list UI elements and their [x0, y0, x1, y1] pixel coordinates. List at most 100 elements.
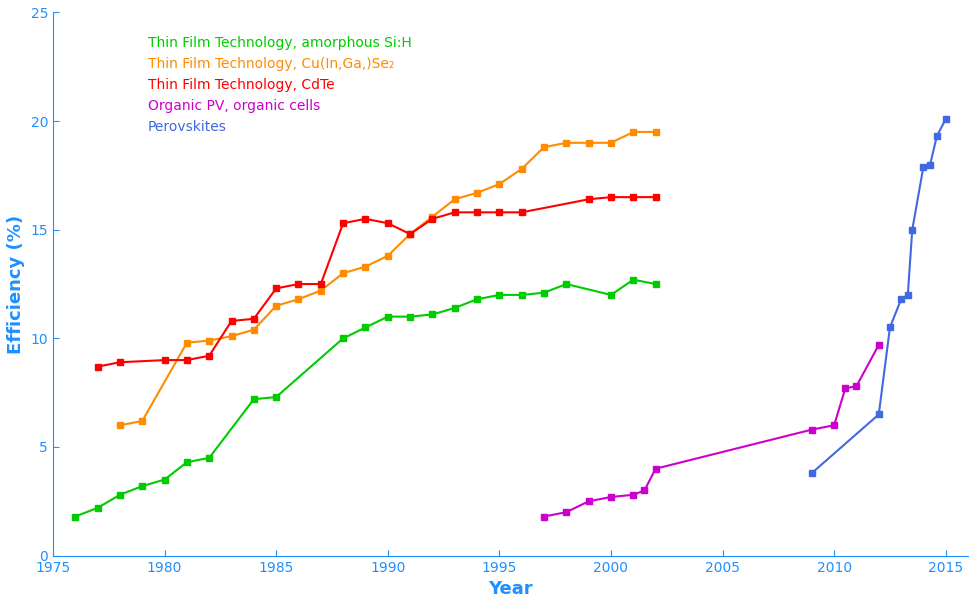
Thin Film Technology, Cu(In,Ga,)Se₂ — [628, 128, 640, 136]
Thin Film Technology, CdTe — [315, 280, 327, 287]
Organic PV, organic cells — [839, 385, 851, 392]
Thin Film Technology, amorphous Si:H — [360, 324, 371, 331]
Thin Film Technology, amorphous Si:H — [114, 491, 126, 499]
Thin Film Technology, Cu(In,Ga,)Se₂ — [426, 213, 438, 220]
Thin Film Technology, CdTe — [159, 356, 171, 364]
Thin Film Technology, Cu(In,Ga,)Se₂ — [204, 337, 215, 344]
Thin Film Technology, amorphous Si:H — [516, 291, 527, 298]
Thin Film Technology, Cu(In,Ga,)Se₂ — [136, 417, 148, 425]
Thin Film Technology, amorphous Si:H — [493, 291, 505, 298]
Thin Film Technology, Cu(In,Ga,)Se₂ — [114, 422, 126, 429]
Perovskites — [924, 161, 936, 168]
Perovskites — [806, 469, 818, 477]
Organic PV, organic cells — [850, 382, 862, 390]
Organic PV, organic cells — [561, 509, 572, 516]
Thin Film Technology, CdTe — [181, 356, 193, 364]
Thin Film Technology, Cu(In,Ga,)Se₂ — [181, 339, 193, 346]
Thin Film Technology, CdTe — [337, 220, 349, 227]
Thin Film Technology, amorphous Si:H — [204, 454, 215, 462]
Thin Film Technology, Cu(In,Ga,)Se₂ — [493, 180, 505, 188]
Thin Film Technology, amorphous Si:H — [337, 335, 349, 342]
Thin Film Technology, CdTe — [225, 318, 237, 325]
Organic PV, organic cells — [538, 513, 550, 520]
Thin Film Technology, CdTe — [360, 215, 371, 223]
Thin Film Technology, Cu(In,Ga,)Se₂ — [225, 333, 237, 340]
Organic PV, organic cells — [649, 465, 661, 473]
Thin Film Technology, CdTe — [292, 280, 304, 287]
Thin Film Technology, amorphous Si:H — [426, 311, 438, 318]
Perovskites — [902, 291, 914, 298]
Thin Film Technology, Cu(In,Ga,)Se₂ — [516, 165, 527, 172]
Thin Film Technology, Cu(In,Ga,)Se₂ — [561, 139, 572, 146]
Thin Film Technology, amorphous Si:H — [471, 296, 483, 303]
Thin Film Technology, Cu(In,Ga,)Se₂ — [583, 139, 595, 146]
Line: Thin Film Technology, amorphous Si:H: Thin Film Technology, amorphous Si:H — [72, 276, 659, 520]
Perovskites — [884, 324, 896, 331]
Thin Film Technology, CdTe — [649, 194, 661, 201]
Organic PV, organic cells — [829, 422, 840, 429]
Thin Film Technology, CdTe — [270, 285, 282, 292]
Thin Film Technology, CdTe — [516, 209, 527, 216]
Thin Film Technology, Cu(In,Ga,)Se₂ — [405, 231, 416, 238]
Thin Film Technology, Cu(In,Ga,)Se₂ — [471, 189, 483, 197]
Thin Film Technology, CdTe — [92, 363, 103, 370]
Line: Thin Film Technology, Cu(In,Ga,)Se₂: Thin Film Technology, Cu(In,Ga,)Se₂ — [116, 128, 659, 429]
Thin Film Technology, amorphous Si:H — [382, 313, 394, 320]
Perovskites — [940, 116, 952, 123]
Thin Film Technology, Cu(In,Ga,)Se₂ — [605, 139, 617, 146]
Thin Film Technology, amorphous Si:H — [181, 459, 193, 466]
Perovskites — [895, 296, 907, 303]
Thin Film Technology, CdTe — [382, 220, 394, 227]
Thin Film Technology, amorphous Si:H — [628, 276, 640, 283]
Thin Film Technology, Cu(In,Ga,)Se₂ — [649, 128, 661, 136]
Thin Film Technology, Cu(In,Ga,)Se₂ — [270, 302, 282, 309]
Legend: Thin Film Technology, amorphous Si:H, Thin Film Technology, Cu(In,Ga,)Se₂, Thin : Thin Film Technology, amorphous Si:H, Th… — [142, 30, 417, 139]
Organic PV, organic cells — [628, 491, 640, 499]
Thin Film Technology, amorphous Si:H — [270, 393, 282, 401]
Y-axis label: Efficiency (%): Efficiency (%) — [7, 215, 25, 353]
Organic PV, organic cells — [583, 498, 595, 505]
Thin Film Technology, amorphous Si:H — [649, 280, 661, 287]
X-axis label: Year: Year — [488, 580, 532, 598]
Perovskites — [873, 411, 884, 418]
Organic PV, organic cells — [639, 487, 650, 494]
Thin Film Technology, Cu(In,Ga,)Se₂ — [360, 263, 371, 270]
Thin Film Technology, Cu(In,Ga,)Se₂ — [382, 252, 394, 260]
Organic PV, organic cells — [873, 341, 884, 348]
Organic PV, organic cells — [605, 493, 617, 500]
Thin Film Technology, Cu(In,Ga,)Se₂ — [448, 195, 460, 203]
Thin Film Technology, Cu(In,Ga,)Se₂ — [248, 326, 259, 333]
Line: Perovskites: Perovskites — [808, 116, 950, 477]
Thin Film Technology, CdTe — [493, 209, 505, 216]
Thin Film Technology, CdTe — [628, 194, 640, 201]
Thin Film Technology, CdTe — [426, 215, 438, 223]
Thin Film Technology, CdTe — [114, 359, 126, 366]
Thin Film Technology, CdTe — [405, 231, 416, 238]
Thin Film Technology, amorphous Si:H — [69, 513, 81, 520]
Thin Film Technology, amorphous Si:H — [92, 504, 103, 511]
Perovskites — [917, 163, 929, 171]
Thin Film Technology, CdTe — [605, 194, 617, 201]
Thin Film Technology, amorphous Si:H — [159, 476, 171, 483]
Thin Film Technology, Cu(In,Ga,)Se₂ — [315, 287, 327, 294]
Perovskites — [907, 226, 918, 234]
Thin Film Technology, amorphous Si:H — [136, 482, 148, 489]
Thin Film Technology, amorphous Si:H — [248, 396, 259, 403]
Thin Film Technology, Cu(In,Ga,)Se₂ — [538, 143, 550, 151]
Line: Organic PV, organic cells: Organic PV, organic cells — [540, 341, 882, 520]
Thin Film Technology, CdTe — [471, 209, 483, 216]
Thin Film Technology, amorphous Si:H — [448, 304, 460, 312]
Thin Film Technology, amorphous Si:H — [605, 291, 617, 298]
Thin Film Technology, amorphous Si:H — [561, 280, 572, 287]
Thin Film Technology, CdTe — [248, 315, 259, 322]
Thin Film Technology, CdTe — [583, 195, 595, 203]
Thin Film Technology, Cu(In,Ga,)Se₂ — [292, 296, 304, 303]
Thin Film Technology, CdTe — [204, 352, 215, 359]
Perovskites — [931, 132, 943, 140]
Thin Film Technology, CdTe — [448, 209, 460, 216]
Thin Film Technology, amorphous Si:H — [538, 289, 550, 296]
Line: Thin Film Technology, CdTe: Thin Film Technology, CdTe — [95, 194, 659, 370]
Thin Film Technology, Cu(In,Ga,)Se₂ — [337, 270, 349, 277]
Thin Film Technology, amorphous Si:H — [405, 313, 416, 320]
Organic PV, organic cells — [806, 426, 818, 433]
